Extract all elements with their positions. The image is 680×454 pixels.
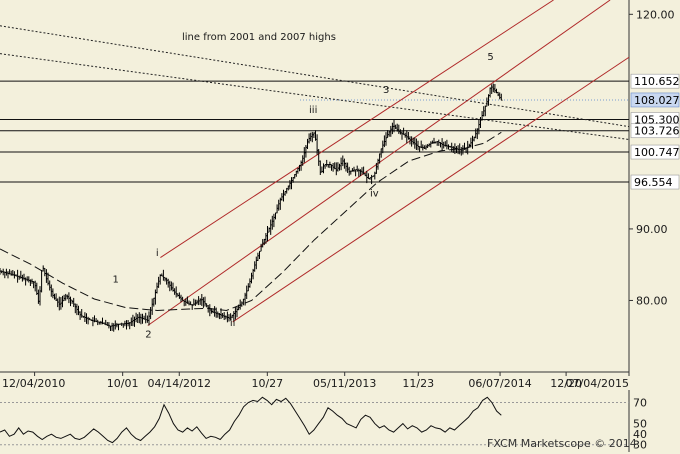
osc-tick-label-0: 70 xyxy=(633,397,647,410)
price-bars xyxy=(0,83,503,332)
price-y-ticks: 120.00 90.00 80.00 xyxy=(629,8,675,307)
x-tick-label-0: 12/04/2010 xyxy=(2,377,65,390)
osc-tick-label-2: 40 xyxy=(633,428,647,441)
y-tick-label-2: 80.00 xyxy=(636,294,668,307)
wave-label-3: ii xyxy=(230,318,236,329)
x-tick-label-8: 07/04/2015 xyxy=(566,377,629,390)
trendline-3 xyxy=(147,0,611,326)
wave-label-5: 3 xyxy=(383,85,389,96)
oscillator-series xyxy=(0,396,502,444)
horizontal-levels xyxy=(0,80,629,183)
level-label-0: 110.652 xyxy=(634,75,680,88)
level-label-box-3 xyxy=(630,123,680,139)
osc-line xyxy=(0,396,502,444)
y-tick-label-1: 90.00 xyxy=(636,223,668,236)
level-label-box-4 xyxy=(630,144,680,160)
osc-tick-label-1: 50 xyxy=(633,418,647,431)
wave-label-0: 1 xyxy=(113,275,119,286)
x-ticks: 12/04/2010 10/01 04/14/2012 10/27 05/11/2013… xyxy=(2,372,630,390)
moving-average-line xyxy=(0,131,502,312)
annotation-text: line from 2001 and 2007 highs xyxy=(182,32,336,43)
trendlines xyxy=(0,0,630,326)
x-tick-label-5: 11/23 xyxy=(402,377,434,390)
brand-text: FXCM Marketscope © 2014 xyxy=(487,437,637,450)
x-tick-label-7: 12/20 xyxy=(550,377,582,390)
level-label-3: 103.726 xyxy=(634,125,680,138)
wave-label-4: iii xyxy=(309,105,317,116)
level-label-box-1 xyxy=(630,92,680,108)
level-label-box-5 xyxy=(630,174,680,190)
x-tick-label-3: 10/27 xyxy=(251,377,283,390)
trendline-2 xyxy=(160,0,554,258)
level-label-5: 96.554 xyxy=(634,176,673,189)
level-label-4: 100.747 xyxy=(634,146,680,159)
wave-label-6: iv xyxy=(370,189,379,200)
osc-tick-label-3: 30 xyxy=(633,439,647,452)
wave-label-7: 5 xyxy=(487,52,493,63)
trendline-1 xyxy=(0,53,630,140)
x-tick-label-6: 06/07/2014 xyxy=(468,377,531,390)
trendline-4 xyxy=(232,56,630,323)
wave-label-2: i xyxy=(156,248,159,259)
level-label-2: 105.300 xyxy=(634,113,680,126)
price-plot-area xyxy=(0,0,629,372)
x-tick-label-4: 05/11/2013 xyxy=(313,377,376,390)
x-tick-label-2: 04/14/2012 xyxy=(148,377,211,390)
level-label-1: 108.027 xyxy=(634,94,680,107)
moving-average xyxy=(0,131,502,312)
y-tick-label-0: 120.00 xyxy=(636,8,675,21)
x-tick-label-1: 10/01 xyxy=(107,377,139,390)
level-label-box-0 xyxy=(630,73,680,89)
wave-label-1: 2 xyxy=(145,330,151,341)
oscillator-reference-lines xyxy=(0,402,629,446)
